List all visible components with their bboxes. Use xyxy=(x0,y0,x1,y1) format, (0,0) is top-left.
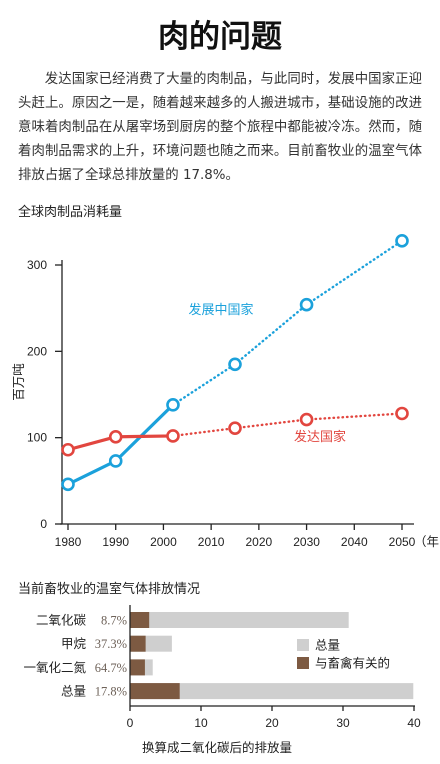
developed-countries-data-point xyxy=(395,406,409,421)
x-tick-label: 2040 xyxy=(341,535,368,549)
developed-countries-series xyxy=(61,406,409,457)
legend-label: 总量 xyxy=(315,638,340,653)
y-tick-label: 200 xyxy=(27,344,47,358)
livestock-share-label: 8.7% xyxy=(101,614,127,628)
category-label: 二氧化碳 xyxy=(36,613,87,628)
developed-countries-projected-line-segment xyxy=(171,426,237,438)
y-tick-label: 300 xyxy=(27,258,47,272)
livestock-emission-bar xyxy=(130,659,145,676)
intro-paragraph: 发达国家已经消费了大量的肉制品，与此同时，发展中国家正迎头赶上。原因之一是，随着… xyxy=(18,72,422,183)
legend-swatch xyxy=(297,639,309,651)
x-tick-label: 1980 xyxy=(55,535,82,549)
x-tick-label: 2000 xyxy=(150,535,177,549)
category-label: 一氧化二氮 xyxy=(23,660,86,675)
category-label: 总量 xyxy=(61,684,86,699)
developed-countries-projected-line-segment xyxy=(233,418,308,430)
livestock-emission-bar xyxy=(130,635,146,652)
developing-countries-series-label: 发展中国家 xyxy=(188,302,253,318)
x-tick-label: 40 xyxy=(407,716,421,730)
developed-countries-data-point xyxy=(108,430,123,444)
developing-countries-line-segment xyxy=(66,459,118,486)
bar-row: 总量 17.8% xyxy=(61,683,414,700)
bar-row: 二氧化碳 8.7% xyxy=(36,612,349,628)
developed-countries-series-label: 发达国家 xyxy=(294,429,346,445)
developed-countries-data-point xyxy=(228,421,242,435)
livestock-share-label: 64.7% xyxy=(95,661,127,675)
meat-consumption-line-chart: 百万吨 （年 0 100 200 300 1980 1990 2000 2010 2020 203… xyxy=(11,234,439,549)
y-tick-label: 100 xyxy=(27,431,47,445)
livestock-share-label: 37.3% xyxy=(95,637,127,651)
y-tick-label: 0 xyxy=(40,517,47,531)
developing-countries-series xyxy=(61,234,409,492)
legend-swatch xyxy=(297,657,309,669)
livestock-emission-bar xyxy=(130,612,150,628)
developing-countries-data-point xyxy=(299,297,314,312)
emissions-bar-chart: 换算成二氧化碳后的排放量 二氧化碳 8.7% 甲烷 37.3% 一氧化二氮 64.7% 总量… xyxy=(23,605,421,755)
developing-countries-line-segment xyxy=(114,403,175,463)
x-tick-label: 20 xyxy=(265,716,279,730)
x-tick-label: 0 xyxy=(127,716,134,730)
bar-chart-title: 当前畜牧业的温室气体排放情况 xyxy=(18,582,201,597)
bar-row: 一氧化二氮 64.7% xyxy=(23,659,153,676)
developed-countries-line-segment xyxy=(66,435,118,452)
category-label: 甲烷 xyxy=(61,636,87,651)
developing-countries-data-point xyxy=(61,477,75,492)
x-tick-label: 10 xyxy=(194,716,208,730)
livestock-share-label: 17.8% xyxy=(95,685,127,699)
x-tick-label: 2050 xyxy=(389,535,416,549)
developing-countries-data-point xyxy=(108,454,123,468)
developed-countries-projected-line-segment xyxy=(305,412,404,421)
developing-countries-data-point xyxy=(395,234,409,248)
developing-countries-projected-line-segment xyxy=(305,239,404,306)
legend-label: 与畜禽有关的 xyxy=(315,656,390,671)
livestock-emission-bar xyxy=(130,683,180,700)
x-axis-title: 换算成二氧化碳后的排放量 xyxy=(142,740,292,755)
x-tick-label: 1990 xyxy=(102,535,129,549)
developed-countries-data-point xyxy=(166,429,180,443)
page-title: 肉的问题 xyxy=(158,19,282,55)
developing-countries-data-point xyxy=(166,398,180,412)
developed-countries-data-point xyxy=(61,442,75,457)
x-tick-label: 2020 xyxy=(246,535,273,549)
bar-row: 甲烷 37.3% xyxy=(61,635,172,652)
total-emission-bar xyxy=(130,612,349,628)
total-emission-bar xyxy=(130,683,414,700)
developing-countries-data-point xyxy=(228,357,242,372)
y-axis-title: 百万吨 xyxy=(11,363,26,401)
developing-countries-projected-line-segment xyxy=(171,363,237,407)
x-tick-label: 2010 xyxy=(198,535,225,549)
line-chart-title: 全球肉制品消耗量 xyxy=(18,205,123,220)
developing-countries-projected-line-segment xyxy=(233,303,308,366)
x-tick-label: 30 xyxy=(336,716,350,730)
x-axis-unit-label: （年 xyxy=(414,534,439,549)
developed-countries-data-point xyxy=(299,412,314,427)
x-tick-label: 2030 xyxy=(293,535,320,549)
developed-countries-line-segment xyxy=(114,434,175,439)
